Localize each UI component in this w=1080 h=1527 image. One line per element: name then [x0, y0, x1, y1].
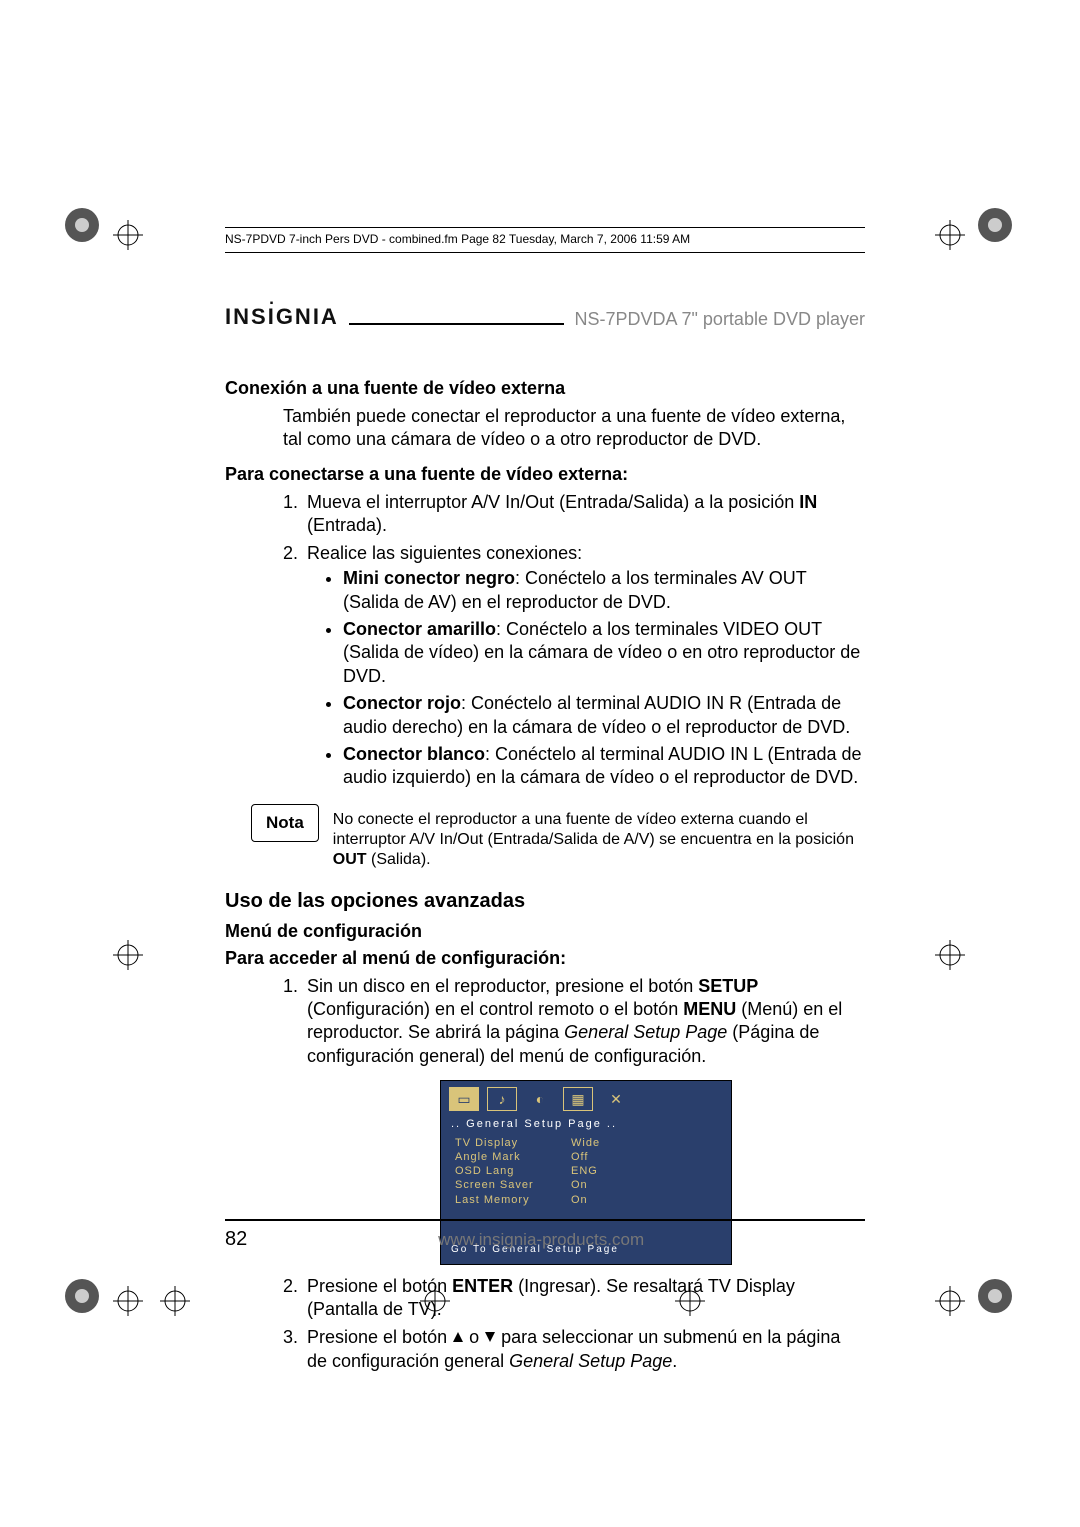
registration-dot-tr: [975, 205, 1015, 245]
crosshair-bl: [113, 1286, 143, 1316]
step-1: Mueva el interruptor A/V In/Out (Entrada…: [303, 491, 865, 538]
crosshair-right: [935, 940, 965, 970]
footer-url: www.insignia-products.com: [247, 1230, 835, 1250]
section1-title: Conexión a una fuente de vídeo externa: [225, 378, 865, 399]
registration-dot-bl: [62, 1276, 102, 1316]
note-text: No conecte el reproductor a una fuente d…: [319, 804, 865, 870]
osd-icon-video: ▦: [563, 1087, 593, 1111]
osd-icon-dolby: ◐: [525, 1087, 555, 1111]
s2-step-3: Presione el botón o para seleccionar un …: [303, 1326, 865, 1373]
section2-access: Para acceder al menú de configuración:: [225, 948, 865, 969]
down-triangle-icon: [484, 1326, 496, 1349]
osd-row: Last MemoryOn: [455, 1193, 721, 1207]
section1-sub: Para conectarse a una fuente de vídeo ex…: [225, 464, 865, 485]
crosshair-tl: [113, 220, 143, 250]
osd-row: OSD LangENG: [455, 1164, 721, 1178]
crosshair-left: [113, 940, 143, 970]
osd-title: .. General Setup Page ..: [441, 1115, 731, 1133]
bullet-2: Conector amarillo: Conéctelo a los termi…: [343, 618, 865, 688]
note-box: Nota No conecte el reproductor a una fue…: [251, 804, 865, 870]
bullet-1: Mini conector negro: Conéctelo a los ter…: [343, 567, 865, 614]
up-triangle-icon: [452, 1326, 464, 1349]
doc-info: NS-7PDVD 7-inch Pers DVD - combined.fm P…: [225, 232, 690, 246]
osd-icon-general: ▭: [449, 1087, 479, 1111]
bullet-4: Conector blanco: Conéctelo al terminal A…: [343, 743, 865, 790]
brand-logo: INSI▪GNIA: [225, 304, 339, 330]
product-title: NS-7PDVDA 7" portable DVD player: [574, 309, 865, 330]
page-number: 82: [225, 1228, 247, 1251]
section1-para: También puede conectar el reproductor a …: [283, 405, 865, 450]
crosshair-tr: [935, 220, 965, 250]
osd-icon-audio: ♪: [487, 1087, 517, 1111]
registration-dot-br: [975, 1276, 1015, 1316]
osd-icon-pref: ✕: [601, 1087, 631, 1111]
s2-step-1: Sin un disco en el reproductor, presione…: [303, 975, 865, 1265]
osd-row: TV DisplayWide: [455, 1136, 721, 1150]
osd-row: Screen SaverOn: [455, 1178, 721, 1192]
section2-menu: Menú de configuración: [225, 921, 865, 942]
section2-major: Uso de las opciones avanzadas: [225, 890, 865, 913]
bullet-3: Conector rojo: Conéctelo al terminal AUD…: [343, 692, 865, 739]
crosshair-bottom-1: [160, 1286, 190, 1316]
crosshair-br: [935, 1286, 965, 1316]
step-2: Realice las siguientes conexiones: Mini …: [303, 542, 865, 790]
note-label: Nota: [251, 804, 319, 842]
s2-step-2: Presione el botón ENTER (Ingresar). Se r…: [303, 1275, 865, 1322]
registration-dot-tl: [62, 205, 102, 245]
osd-row: Angle MarkOff: [455, 1150, 721, 1164]
